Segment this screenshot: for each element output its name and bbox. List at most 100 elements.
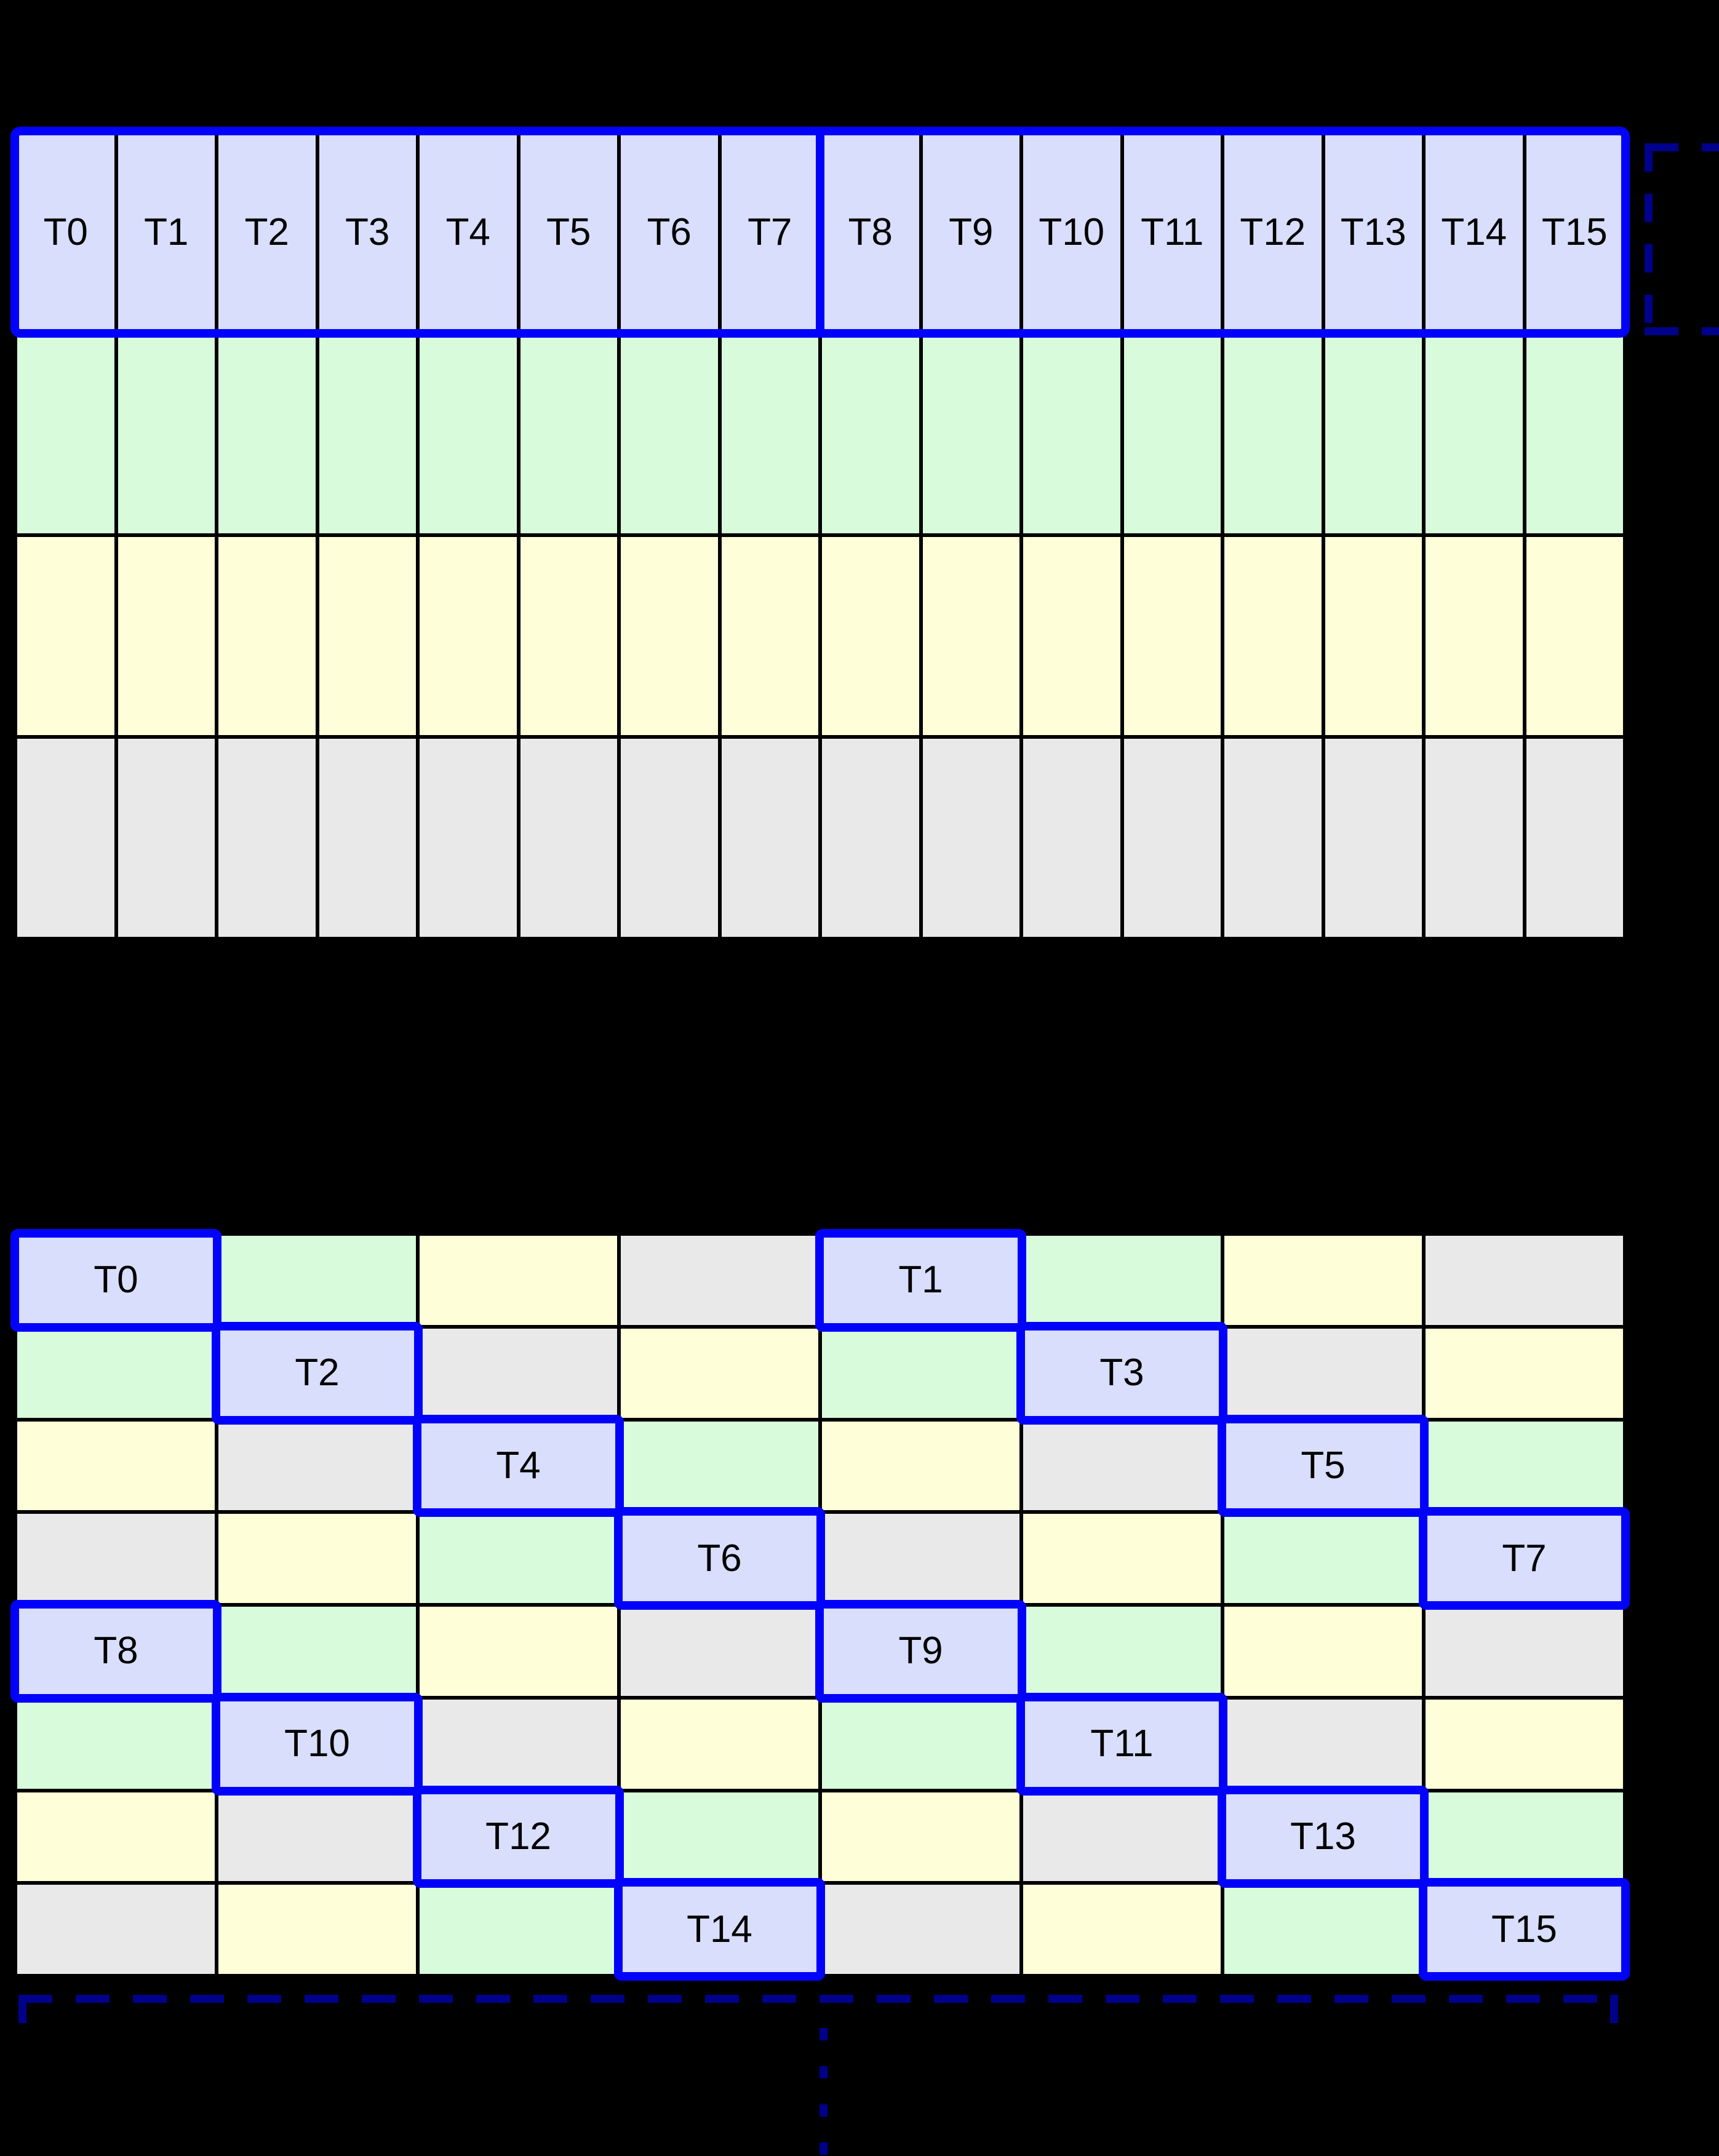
thread-cell: T4 — [413, 1414, 624, 1517]
memory-cell — [621, 335, 718, 533]
row-span-bracket-vertical — [1645, 143, 1653, 335]
memory-cell — [420, 1514, 617, 1603]
thread-cell: T5 — [520, 133, 617, 332]
memory-cell — [1224, 1885, 1422, 1974]
thread-label: T3 — [345, 211, 390, 253]
memory-cell — [822, 1514, 1019, 1603]
memory-cell — [420, 335, 517, 533]
thread-label: T1 — [144, 211, 189, 253]
bottom-grid-section: T0 T1 T2 T3 T4 T5 T6 T7 T8 T9 T10 T11 T12 T13 T14 T15 — [10, 1229, 1630, 1981]
memory-cell — [922, 739, 1019, 937]
thread-cell: T0 — [10, 1229, 221, 1332]
thread-label: T10 — [284, 1722, 350, 1765]
memory-cell — [218, 537, 316, 735]
memory-cell — [1123, 335, 1221, 533]
thread-cell: T5 — [1218, 1414, 1429, 1517]
memory-cell — [1426, 1607, 1623, 1696]
memory-cell — [1426, 1328, 1623, 1418]
thread-label: T9 — [949, 211, 994, 253]
top-grid: T0 T1 T2 T3 T4 T5 T6 T7 T8 T9 T10 T11 T12 T13 T14 T15 — [14, 130, 1627, 941]
thread-label: T0 — [94, 1259, 138, 1302]
thread-label: T8 — [94, 1629, 138, 1673]
memory-cell — [1224, 739, 1322, 937]
memory-cell — [1023, 1236, 1221, 1325]
thread-label: T3 — [1099, 1351, 1144, 1394]
memory-cell — [218, 1514, 416, 1603]
row-span-bracket-top — [1645, 143, 1719, 151]
thread-cell: T11 — [1016, 1692, 1227, 1796]
memory-cell — [621, 1328, 818, 1418]
thread-cell: T1 — [815, 1229, 1026, 1332]
memory-cell — [1426, 1699, 1623, 1789]
memory-cell — [1426, 1421, 1623, 1511]
memory-cell — [1023, 335, 1120, 533]
thread-cell: T15 — [1526, 133, 1623, 332]
memory-cell — [1023, 537, 1120, 735]
memory-cell — [17, 1421, 215, 1511]
thread-cell: T13 — [1325, 133, 1422, 332]
thread-cell: T3 — [1016, 1321, 1227, 1425]
memory-cell — [621, 1236, 818, 1325]
thread-label: T2 — [295, 1351, 340, 1394]
repeat-bracket-left-tick — [18, 1995, 26, 2035]
memory-cell — [1224, 1514, 1422, 1603]
memory-cell — [621, 1421, 818, 1511]
thread-cell: T14 — [614, 1878, 825, 1981]
memory-cell — [218, 335, 316, 533]
memory-cell — [1224, 537, 1322, 735]
memory-cell — [319, 739, 416, 937]
memory-cell — [520, 335, 617, 533]
thread-label: T14 — [687, 1907, 752, 1951]
thread-cell: T15 — [1419, 1878, 1630, 1981]
memory-cell — [1224, 1699, 1422, 1789]
memory-cell — [17, 1885, 215, 1974]
memory-cell — [1426, 537, 1523, 735]
memory-cell — [1224, 1607, 1422, 1696]
thread-cell: T2 — [212, 1321, 423, 1425]
memory-cell — [1426, 739, 1523, 937]
thread-label: T0 — [43, 211, 88, 253]
top-grid-section: T0 T1 T2 T3 T4 T5 T6 T7 T8 T9 T10 T11 T12 T13 T14 T15 — [10, 127, 1630, 941]
continuation-ellipsis — [820, 2028, 828, 2156]
memory-cell — [118, 739, 215, 937]
memory-cell — [17, 537, 114, 735]
memory-cell — [922, 335, 1019, 533]
thread-cell: T8 — [10, 1600, 221, 1703]
thread-label: T6 — [647, 211, 692, 253]
memory-cell — [621, 1699, 818, 1789]
thread-cell: T9 — [922, 133, 1019, 332]
memory-cell — [1426, 1792, 1623, 1882]
bottom-grid: T0 T1 T2 T3 T4 T5 T6 T7 T8 T9 T10 T11 T12 T13 T14 T15 — [10, 1229, 1630, 1981]
thread-cell: T10 — [212, 1692, 423, 1796]
memory-cell — [922, 537, 1019, 735]
memory-cell — [721, 335, 818, 533]
thread-cell: T9 — [815, 1600, 1026, 1703]
memory-cell — [822, 537, 919, 735]
thread-cell: T2 — [218, 133, 316, 332]
thread-cell: T6 — [614, 1507, 825, 1610]
repeat-bracket-line — [18, 1995, 1618, 2003]
memory-cell — [218, 1885, 416, 1974]
thread-label: T5 — [546, 211, 591, 253]
memory-cell — [822, 1421, 1019, 1511]
thread-cell: T7 — [721, 133, 818, 332]
memory-cell — [721, 537, 818, 735]
memory-cell — [17, 739, 114, 937]
memory-cell — [17, 335, 114, 533]
thread-label: T14 — [1441, 211, 1507, 253]
memory-cell — [420, 1607, 617, 1696]
memory-cell — [1526, 537, 1623, 735]
memory-cell — [1224, 1236, 1422, 1325]
thread-label: T8 — [848, 211, 893, 253]
memory-cell — [1325, 739, 1422, 937]
memory-cell — [520, 739, 617, 937]
memory-cell — [1023, 1421, 1221, 1511]
thread-cell: T13 — [1218, 1785, 1429, 1888]
memory-cell — [822, 1792, 1019, 1882]
thread-cell: T12 — [1224, 133, 1322, 332]
memory-cell — [17, 1792, 215, 1882]
memory-cell — [420, 1699, 617, 1789]
thread-label: T12 — [1240, 211, 1306, 253]
memory-cell — [1526, 335, 1623, 533]
